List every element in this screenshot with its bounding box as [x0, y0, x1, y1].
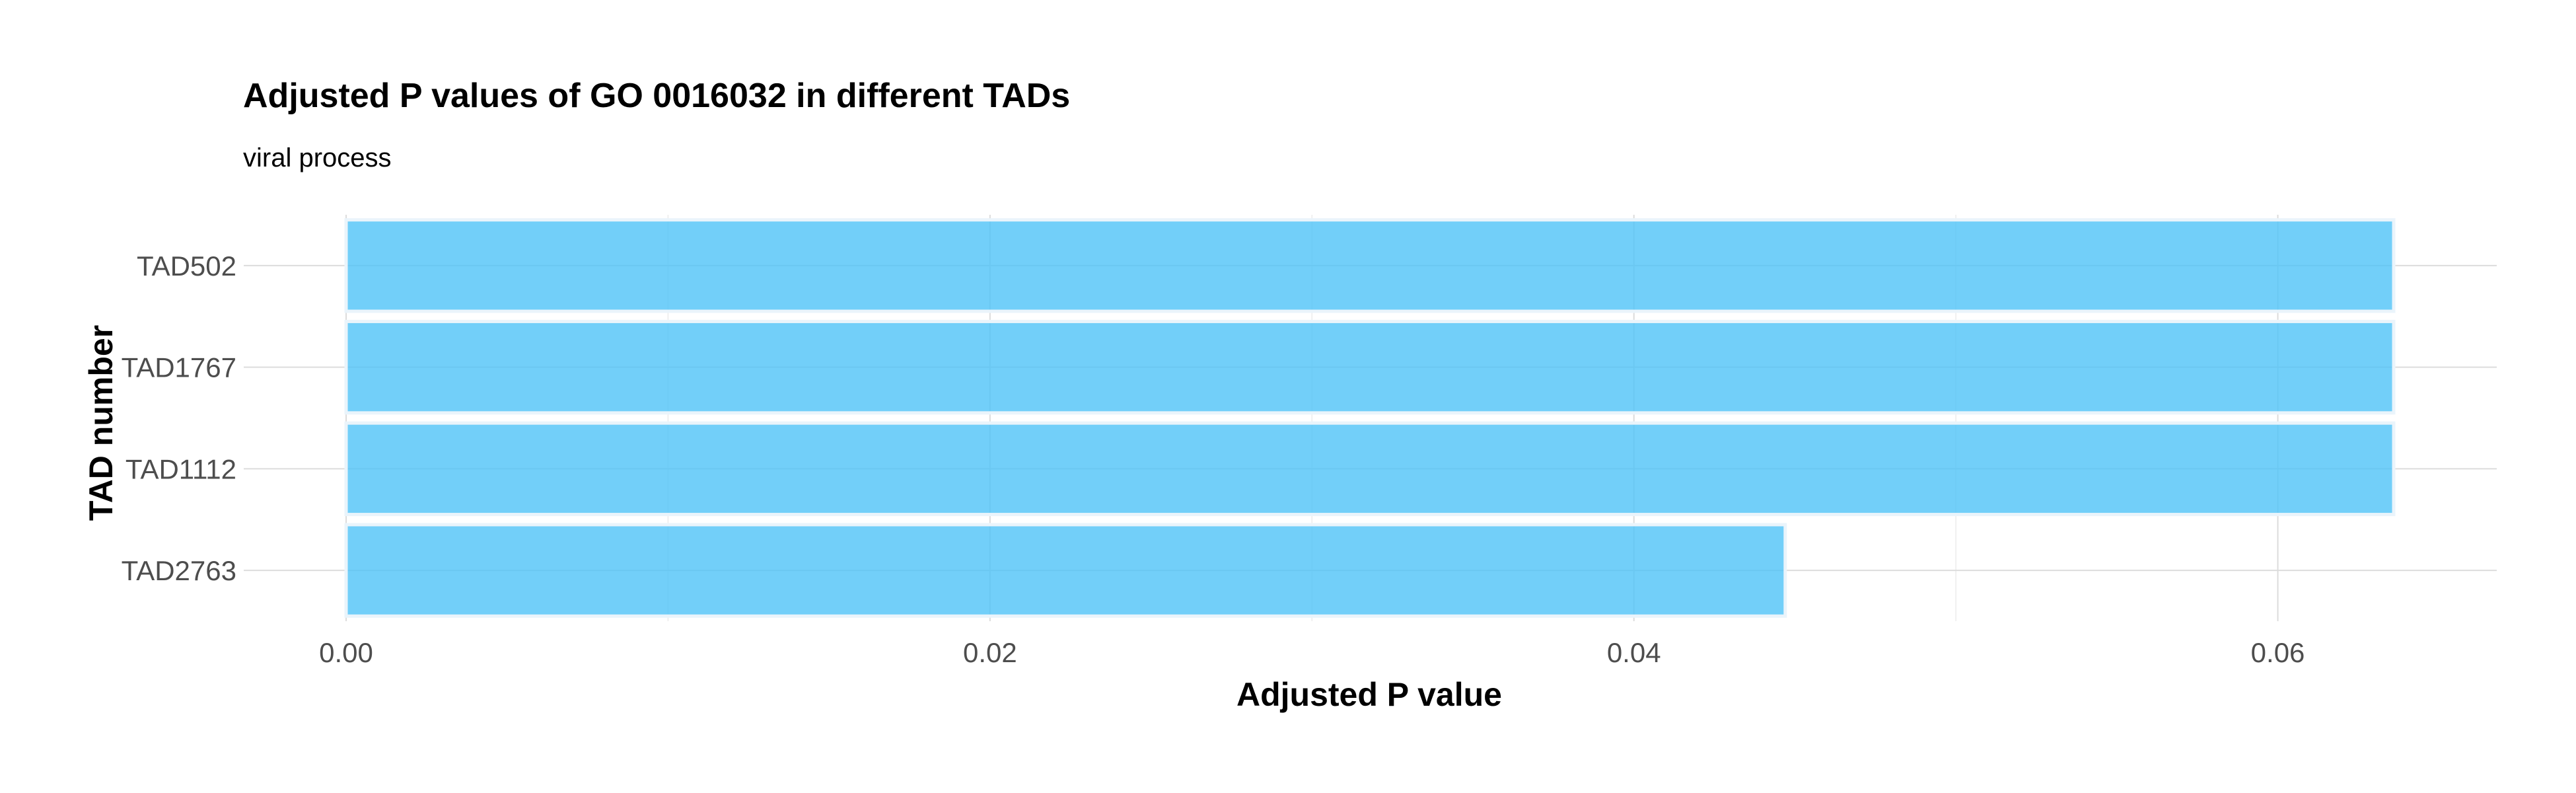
x-axis-title: Adjusted P value — [1236, 676, 1502, 713]
x-tick-label: 0.06 — [2251, 637, 2305, 668]
y-tick-label: TAD1112 — [125, 453, 236, 484]
bar-tad2763 — [344, 523, 1787, 618]
x-tick-labels: 0.00 0.02 0.04 0.06 — [319, 637, 2305, 668]
bar-tad1112 — [344, 421, 2396, 517]
chart-subtitle: viral process — [243, 143, 392, 172]
y-tick-label: TAD2763 — [122, 555, 236, 586]
y-tick-labels: TAD502 TAD1767 TAD1112 TAD2763 — [122, 250, 236, 586]
bars — [344, 218, 2396, 618]
x-tick-label: 0.02 — [963, 637, 1017, 668]
y-tick-label: TAD1767 — [122, 352, 236, 383]
bar-tad502 — [344, 218, 2396, 313]
y-tick-label: TAD502 — [137, 250, 236, 282]
x-tick-label: 0.00 — [319, 637, 373, 668]
x-tick-label: 0.04 — [1607, 637, 1661, 668]
y-axis-title: TAD number — [83, 325, 120, 521]
bar-tad1767 — [344, 319, 2396, 415]
chart-title: Adjusted P values of GO 0016032 in diffe… — [243, 77, 1070, 115]
